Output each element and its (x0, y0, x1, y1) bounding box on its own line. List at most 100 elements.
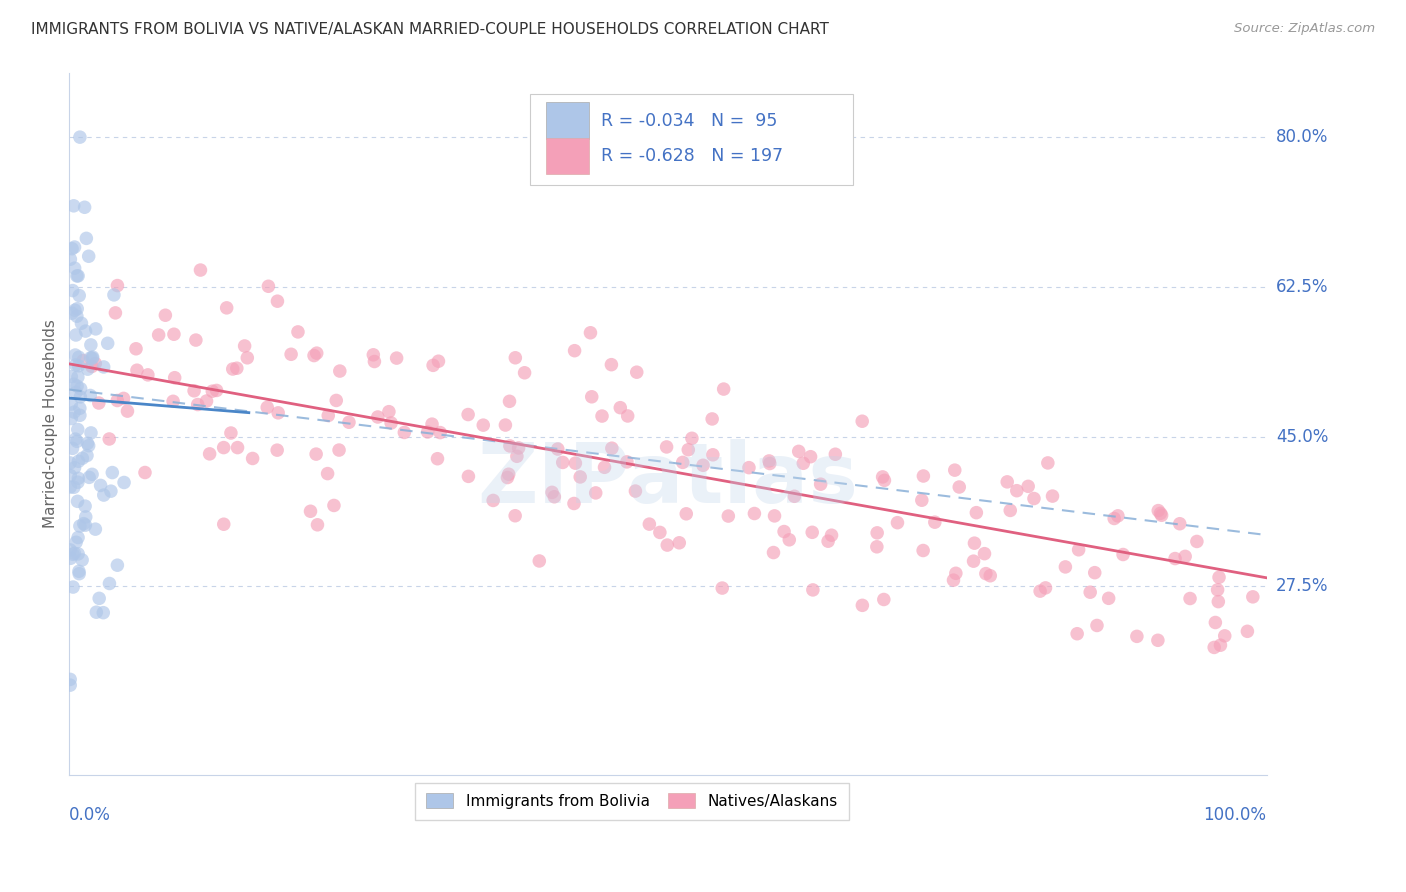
Point (564, 456, 586, 470)
Point (66, 423, 89, 437)
Point (505, 351, 527, 365)
Point (69, 519, 91, 533)
Point (60, 306, 83, 320)
Point (59, 456, 82, 470)
Point (91, 606, 114, 620)
Point (924, 515, 946, 529)
Point (267, 406, 290, 420)
Point (75, 499, 97, 513)
Point (494, 418, 516, 433)
Point (163, 327, 186, 342)
Point (1209, 638, 1232, 652)
Point (851, 599, 873, 613)
Point (112, 475, 135, 490)
Point (717, 509, 740, 524)
Point (66, 301, 89, 316)
Text: 80.0%: 80.0% (1277, 128, 1329, 146)
Point (67, 288, 90, 302)
Point (66, 475, 89, 490)
Point (84, 322, 107, 336)
Point (378, 405, 401, 419)
Point (763, 508, 786, 523)
Point (63, 546, 86, 560)
Point (1098, 591, 1121, 606)
Point (503, 508, 526, 523)
Point (65, 385, 87, 400)
Point (945, 566, 967, 581)
Point (655, 440, 678, 454)
Point (77, 470, 100, 484)
Point (63, 405, 86, 419)
Point (591, 409, 613, 423)
Point (98, 576, 121, 591)
Point (98, 432, 121, 446)
Point (1213, 629, 1236, 643)
Point (648, 525, 671, 540)
Point (63, 480, 86, 494)
Point (1149, 506, 1171, 520)
Point (429, 425, 451, 440)
Point (1000, 503, 1022, 517)
Point (60, 397, 83, 411)
Point (547, 442, 569, 456)
Point (529, 554, 551, 568)
Point (426, 451, 449, 466)
Point (59, 252, 82, 267)
Point (420, 417, 443, 431)
Point (1085, 618, 1108, 632)
Point (80, 359, 103, 374)
Point (65, 348, 87, 362)
Point (75, 518, 97, 533)
Point (75, 324, 97, 338)
Point (380, 416, 402, 430)
Text: R = -0.628   N = 197: R = -0.628 N = 197 (600, 147, 783, 165)
Point (67, 359, 90, 373)
Text: 45.0%: 45.0% (1277, 427, 1329, 446)
Text: ZIPatlas: ZIPatlas (478, 440, 859, 520)
Point (801, 525, 824, 540)
Point (79, 351, 101, 365)
Point (773, 524, 796, 539)
Point (713, 382, 735, 396)
Point (103, 288, 125, 302)
Point (416, 425, 439, 439)
Point (569, 470, 592, 484)
Point (851, 414, 873, 428)
Point (65, 432, 87, 446)
Point (222, 362, 245, 376)
Point (70, 316, 93, 330)
Point (316, 467, 339, 481)
Point (1174, 549, 1197, 564)
Point (69, 409, 91, 423)
Text: 62.5%: 62.5% (1277, 278, 1329, 296)
Point (866, 540, 889, 554)
Point (60, 242, 83, 256)
Point (702, 448, 724, 462)
Point (1029, 584, 1052, 599)
Point (762, 545, 785, 559)
Point (593, 460, 616, 475)
Point (215, 301, 238, 315)
Point (219, 425, 242, 440)
Point (329, 364, 352, 378)
Point (105, 558, 128, 573)
Point (1208, 570, 1230, 584)
Point (672, 455, 695, 469)
Point (973, 547, 995, 561)
Point (69, 382, 91, 396)
Point (190, 263, 212, 277)
Point (80, 425, 103, 440)
Point (82, 351, 104, 366)
Point (70, 553, 93, 567)
Point (163, 370, 186, 384)
Point (457, 408, 479, 422)
Point (1147, 503, 1170, 517)
Point (66, 434, 89, 449)
Point (1022, 491, 1045, 506)
Point (155, 308, 177, 322)
Point (995, 475, 1018, 489)
Point (873, 474, 896, 488)
Point (824, 447, 846, 461)
Point (979, 568, 1001, 582)
Point (810, 477, 832, 491)
